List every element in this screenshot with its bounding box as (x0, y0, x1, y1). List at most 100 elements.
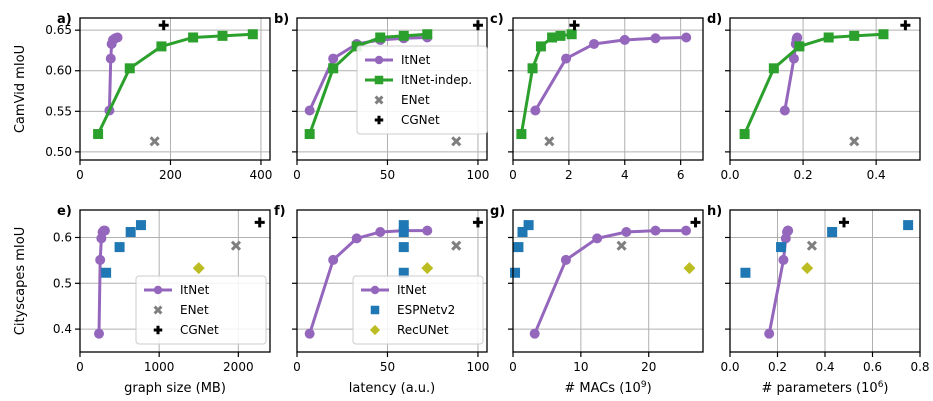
data-point (451, 240, 462, 251)
panel-a: 0 200 400 0.50 0.55 0.60 0.65a) CamVid mIoU (13, 12, 272, 182)
series-cgnet (569, 20, 580, 31)
data-point (683, 262, 696, 275)
y-tick-label: 0.50 (45, 145, 72, 159)
x-tick-label: 0.2 (794, 168, 813, 182)
data-point (849, 136, 860, 147)
legend-marker (374, 55, 384, 65)
data-point (124, 63, 135, 74)
series-cgnet (254, 217, 265, 228)
data-point (681, 32, 692, 43)
data-point (900, 20, 911, 31)
data-point (561, 53, 572, 64)
x-tick-label: 10 (573, 360, 588, 374)
x-tick-label: 100 (466, 168, 489, 182)
data-point (95, 254, 106, 265)
data-point (247, 29, 258, 40)
series-cgnet (472, 217, 483, 228)
x-tick-label: 4 (621, 168, 629, 182)
data-point (188, 32, 199, 43)
legend-marker (153, 305, 163, 315)
series-itnet (764, 225, 794, 339)
data-point (794, 41, 805, 52)
legend-label: ItNet (401, 53, 431, 67)
legend-item-itnet: ItNet (144, 283, 210, 297)
data-point (788, 53, 799, 64)
data-point (827, 226, 838, 237)
data-point (217, 30, 228, 41)
data-point (112, 32, 123, 43)
data-point (472, 20, 483, 31)
data-point (783, 225, 794, 236)
y-tick-label: 0.65 (45, 23, 72, 37)
panel-f: 0 50 100 f) latency (a.u.) ItNet ESPNetv2 RecUN… (274, 204, 489, 396)
legend-label: CGNet (401, 113, 440, 127)
series-recunet (421, 262, 434, 275)
x-axis-label: graph size (MB) (124, 381, 226, 396)
data-point (530, 105, 541, 116)
data-point (823, 32, 834, 43)
data-point (616, 240, 627, 251)
data-point (801, 262, 814, 275)
legend-box (352, 275, 484, 345)
data-point (768, 63, 779, 74)
data-point (516, 129, 527, 140)
data-point (93, 129, 104, 140)
series-enet (544, 136, 555, 147)
x-axis-label: # MACs (109) (564, 380, 651, 396)
legend-item-enet: ENet (153, 303, 209, 317)
data-point (94, 328, 104, 339)
legend-item-itnet: ItNet (361, 283, 427, 297)
x-axis-label: latency (a.u.) (349, 381, 436, 396)
panel-label: g) (490, 204, 505, 219)
series-line (519, 32, 572, 135)
data-point (99, 225, 110, 236)
legend-marker (153, 285, 163, 295)
series-enet (806, 240, 817, 251)
y-tick-label: 0.5 (53, 276, 72, 290)
data-point (158, 20, 169, 31)
legend-label: ItNet (180, 283, 210, 297)
data-point (739, 129, 750, 140)
data-point (101, 267, 112, 278)
legend-box (356, 45, 488, 135)
series-espnetv2 (740, 220, 914, 278)
data-point (878, 29, 889, 40)
data-point (903, 220, 914, 231)
data-point (230, 240, 242, 251)
series-enet (451, 136, 462, 147)
plot-frame (729, 209, 921, 353)
x-tick-label: 0.4 (815, 360, 834, 374)
x-tick-label: 1000 (144, 360, 175, 374)
data-point (254, 217, 265, 228)
legend: ItNet ENet CGNet (135, 275, 267, 345)
series-enet (230, 240, 242, 251)
series-enet (451, 240, 462, 251)
data-point (351, 233, 362, 244)
data-point (566, 29, 577, 40)
series-itnet-indep (516, 29, 577, 140)
panel-d: 0.0 0.2 0.4 d) (707, 12, 921, 182)
x-tick-label: 50 (380, 168, 395, 182)
series-itnet (94, 225, 110, 339)
series-line (534, 35, 687, 112)
data-point (192, 262, 205, 275)
x-tick-label: 0.6 (863, 360, 882, 374)
panel-label: h) (707, 204, 722, 219)
series-espnetv2 (510, 220, 534, 278)
series-line (743, 32, 884, 135)
series-enet (849, 136, 860, 147)
panel-b: 0 50 100 b) ItNet ItNet-indep. ENet CGNet (274, 12, 489, 182)
data-point (839, 217, 849, 228)
series-cgnet (472, 20, 483, 31)
legend: ItNet ItNet-indep. ENet CGNet (356, 45, 488, 135)
x-tick-label: 0.4 (867, 168, 886, 182)
x-tick-label: 0 (76, 360, 84, 374)
data-point (619, 34, 630, 45)
legend-label: ItNet (397, 283, 427, 297)
data-point (398, 242, 409, 253)
data-point (560, 254, 571, 265)
x-tick-label: 0.0 (720, 360, 739, 374)
legend-label: ENet (401, 93, 430, 107)
data-point (740, 267, 751, 278)
x-tick-label: 2000 (223, 360, 254, 374)
